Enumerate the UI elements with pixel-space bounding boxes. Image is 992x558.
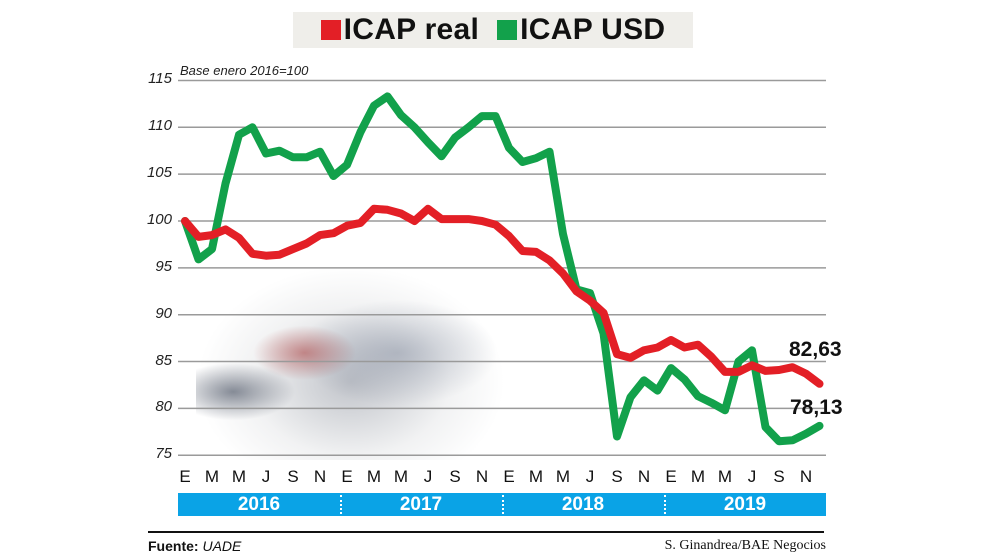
x-tick-label: N	[799, 467, 813, 486]
red-square-icon	[320, 20, 341, 40]
x-tick-label: J	[747, 467, 757, 486]
x-tick-label: S	[773, 467, 785, 486]
y-tick-label: 115	[148, 70, 172, 88]
x-tick-label: M	[231, 467, 247, 486]
series-line-icap-real	[181, 204, 824, 388]
x-tick-label: M	[690, 467, 706, 486]
green-square-icon	[497, 20, 518, 40]
year-label-2017: 2017	[399, 494, 443, 515]
x-tick-label: N	[637, 467, 651, 486]
x-tick-label: S	[449, 467, 461, 486]
x-tick-label: E	[503, 467, 515, 486]
y-tick-label: 95	[155, 257, 172, 275]
y-tick-label: 85	[155, 351, 172, 369]
y-tick-label: 110	[148, 117, 172, 135]
year-label-2019: 2019	[723, 494, 767, 515]
x-tick-label: E	[179, 467, 191, 486]
x-tick-label: M	[528, 467, 544, 486]
y-tick-label: 90	[155, 304, 172, 322]
x-tick-label: N	[313, 467, 327, 486]
legend-label-icap-usd: ICAP USD	[520, 13, 666, 46]
background-photo-factory	[196, 265, 506, 460]
x-tick-label: J	[585, 467, 595, 486]
y-tick-label: 105	[146, 164, 172, 182]
series-line-icap-usd	[181, 92, 824, 446]
x-tick-label: M	[366, 467, 382, 486]
year-separator	[502, 495, 504, 514]
y-tick-label: 80	[155, 398, 172, 416]
credit-note: S. Ginandrea/BAE Negocios	[664, 538, 826, 553]
chart-legend: ICAP real ICAP USD	[293, 12, 693, 48]
year-separator	[340, 495, 342, 514]
x-tick-label: J	[423, 467, 433, 486]
year-band: 2016 2017 2018 2019	[178, 493, 826, 516]
x-tick-label: S	[287, 467, 299, 486]
x-tick-label: S	[611, 467, 623, 486]
end-label-icap-real: 82,63	[789, 338, 842, 361]
y-tick-label: 100	[146, 211, 172, 228]
x-tick-label: M	[717, 467, 733, 486]
x-tick-label: M	[204, 467, 220, 486]
legend-item-icap-real: ICAP real	[320, 13, 480, 47]
x-tick-label: E	[341, 467, 353, 486]
legend-item-icap-usd: ICAP USD	[497, 13, 665, 47]
x-tick-label: N	[475, 467, 489, 486]
source-label: Fuente:	[148, 538, 199, 554]
x-tick-label: M	[393, 467, 409, 486]
end-label-icap-usd: 78,13	[790, 396, 843, 419]
chart-subtitle: Base enero 2016=100	[180, 63, 309, 78]
year-separator	[664, 495, 666, 514]
source-value: UADE	[202, 538, 242, 554]
x-tick-label: M	[555, 467, 571, 486]
year-label-2018: 2018	[561, 494, 605, 515]
x-tick-label: E	[665, 467, 677, 486]
legend-label-icap-real: ICAP real	[343, 13, 480, 46]
source-note: Fuente: UADE	[148, 538, 241, 554]
x-tick-label: J	[261, 467, 271, 486]
year-label-2016: 2016	[237, 494, 281, 515]
y-tick-label: 75	[155, 445, 172, 463]
footer-divider	[148, 531, 824, 533]
